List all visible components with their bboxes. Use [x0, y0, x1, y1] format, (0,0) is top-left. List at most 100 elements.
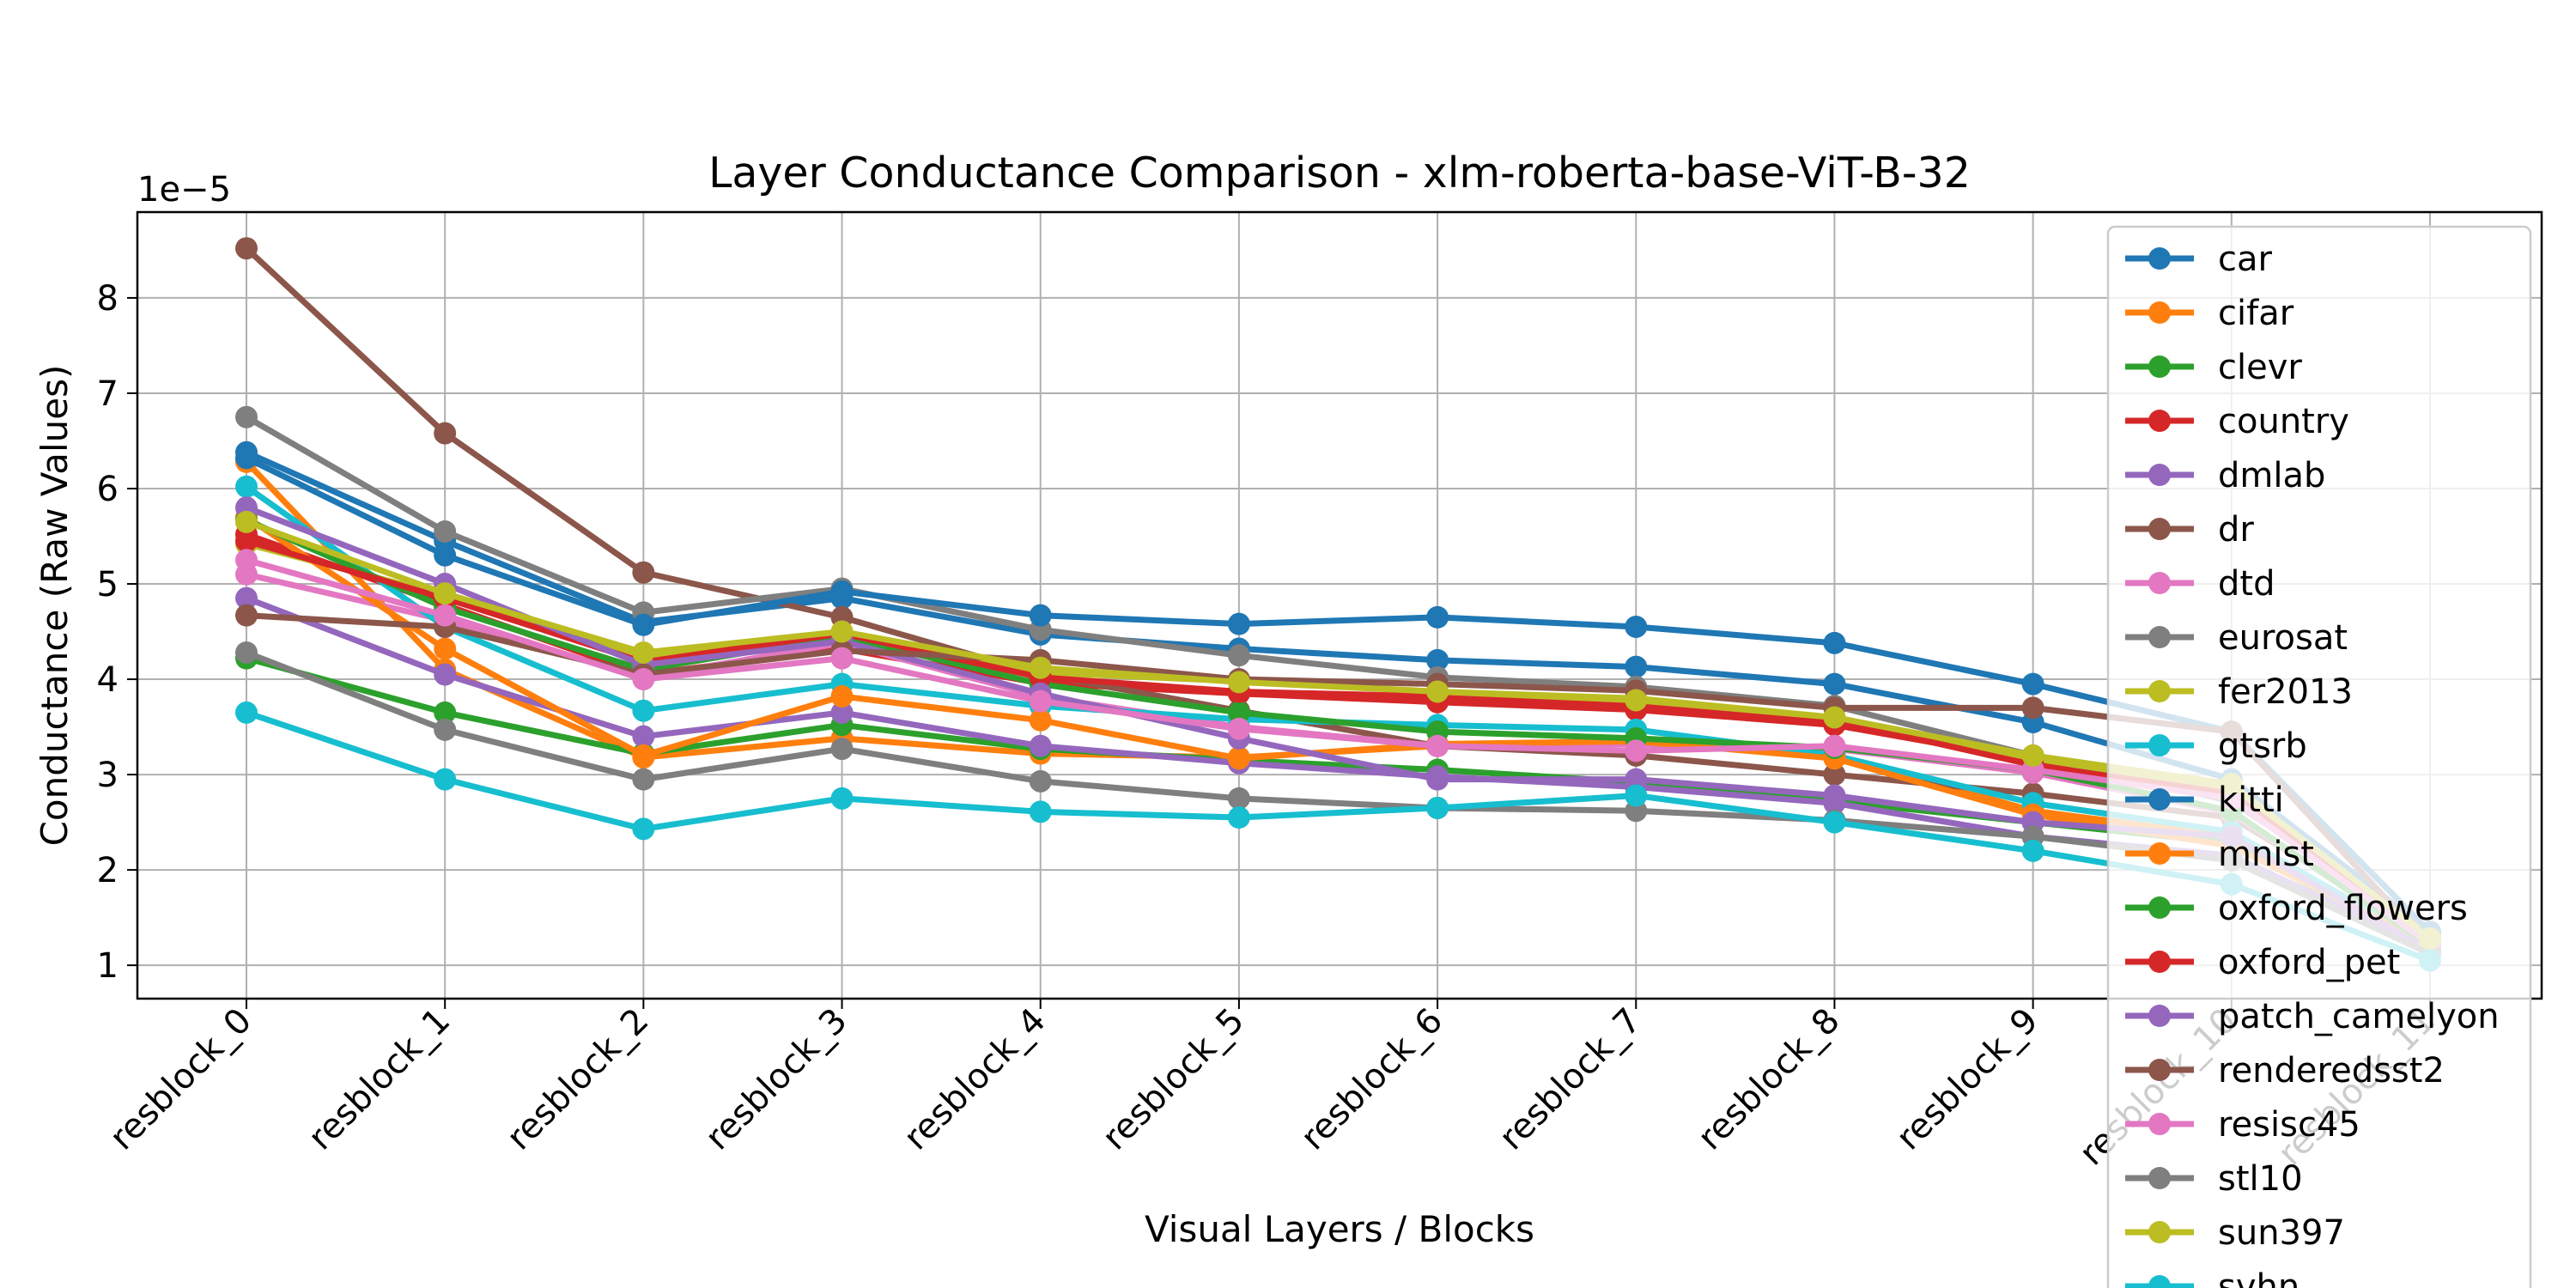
legend-marker — [2148, 626, 2171, 648]
data-point — [830, 685, 854, 708]
series-line — [243, 649, 2433, 957]
legend-entry: eurosat — [2125, 618, 2348, 658]
legend-label: clevr — [2218, 348, 2302, 387]
series-sun397 — [235, 510, 2441, 951]
data-point — [434, 663, 457, 686]
legend-marker — [2148, 1221, 2171, 1243]
data-point — [830, 580, 854, 603]
data-point — [235, 641, 258, 664]
data-point — [632, 561, 655, 584]
legend-marker — [2148, 788, 2171, 811]
data-point — [1426, 680, 1449, 703]
data-point — [1625, 799, 1648, 823]
legend-label: gtsrb — [2218, 726, 2307, 766]
data-point — [434, 768, 457, 791]
legend-marker — [2148, 680, 2171, 702]
y-axis-offset-label: 1e−5 — [137, 170, 231, 210]
chart-title: Layer Conductance Comparison - xlm-rober… — [708, 149, 1971, 197]
data-point — [1625, 655, 1648, 678]
data-point — [434, 582, 457, 605]
legend-label: oxford_flowers — [2218, 889, 2468, 928]
legend-marker — [2148, 301, 2171, 324]
legend-marker — [2148, 464, 2171, 486]
data-point — [235, 405, 258, 428]
data-point — [434, 544, 457, 567]
data-point — [235, 510, 258, 533]
data-point — [830, 647, 854, 670]
legend-marker — [2148, 734, 2171, 756]
legend-marker — [2148, 410, 2171, 432]
legend-marker — [2148, 1059, 2171, 1081]
legend-marker — [2148, 896, 2171, 919]
legend-label: kitti — [2218, 781, 2284, 820]
data-point — [830, 701, 854, 724]
data-point — [235, 475, 258, 498]
y-tick-label: 1 — [97, 946, 118, 986]
data-point — [1625, 739, 1648, 762]
legend-marker — [2148, 1275, 2171, 1288]
y-tick-label: 8 — [97, 279, 118, 319]
legend-label: fer2013 — [2218, 672, 2353, 712]
data-point — [1227, 806, 1250, 829]
data-point — [632, 613, 655, 636]
y-tick-label: 7 — [97, 374, 118, 414]
data-point — [2021, 672, 2044, 696]
y-tick-label: 6 — [97, 470, 118, 509]
legend-entry: gtsrb — [2125, 726, 2307, 766]
data-point — [434, 519, 457, 543]
legend-entry: dr — [2125, 510, 2254, 550]
legend-label: car — [2218, 240, 2273, 279]
data-point — [235, 530, 258, 553]
legend-label: cifar — [2218, 294, 2294, 333]
legend-marker — [2148, 1113, 2171, 1135]
data-point — [1227, 747, 1250, 770]
y-axis-ticks: 1 2 3 4 5 6 7 8 — [97, 279, 137, 986]
x-axis-label: Visual Layers / Blocks — [1145, 1208, 1534, 1250]
data-point — [1625, 784, 1648, 807]
data-point — [2021, 744, 2044, 767]
legend-entry: oxford_pet — [2125, 943, 2400, 982]
data-point — [434, 637, 457, 660]
data-point — [1029, 769, 1052, 793]
data-point — [1823, 631, 1846, 654]
data-point — [1823, 811, 1846, 834]
legend-entry: mnist — [2125, 835, 2314, 874]
data-point — [1227, 717, 1250, 740]
y-tick-label: 5 — [97, 565, 118, 605]
data-point — [235, 447, 258, 470]
plot-area-frame — [136, 210, 2543, 1000]
series-line — [243, 449, 2433, 935]
legend-label: dmlab — [2218, 456, 2325, 495]
data-point — [1029, 734, 1052, 757]
series-line — [243, 556, 2433, 948]
data-point — [2021, 839, 2044, 862]
data-point — [1029, 690, 1052, 713]
legend-entry: svhn — [2125, 1267, 2300, 1288]
data-point — [1426, 768, 1449, 791]
data-point — [235, 701, 258, 724]
legend-marker — [2148, 951, 2171, 973]
data-point — [1227, 787, 1250, 810]
data-point — [830, 787, 854, 810]
data-point — [1426, 734, 1449, 757]
legend-label: dr — [2218, 510, 2254, 550]
data-point — [830, 738, 854, 761]
data-point — [1823, 763, 1846, 787]
legend-entry: sun397 — [2125, 1213, 2345, 1253]
data-point — [235, 586, 258, 610]
data-point — [235, 604, 258, 627]
data-point — [1029, 604, 1052, 627]
legend-label: eurosat — [2218, 618, 2348, 658]
data-point — [830, 620, 854, 643]
data-point — [632, 725, 655, 748]
data-point — [235, 237, 258, 260]
legend-marker — [2148, 1005, 2171, 1027]
data-point — [1823, 706, 1846, 729]
legend-marker — [2148, 247, 2171, 270]
data-point — [632, 744, 655, 767]
data-point — [1029, 800, 1052, 823]
legend-entry: fer2013 — [2125, 672, 2353, 712]
data-point — [434, 718, 457, 741]
legend: car cifar clevr country dmlab dr dtd eurosat fer… — [2106, 225, 2532, 1288]
